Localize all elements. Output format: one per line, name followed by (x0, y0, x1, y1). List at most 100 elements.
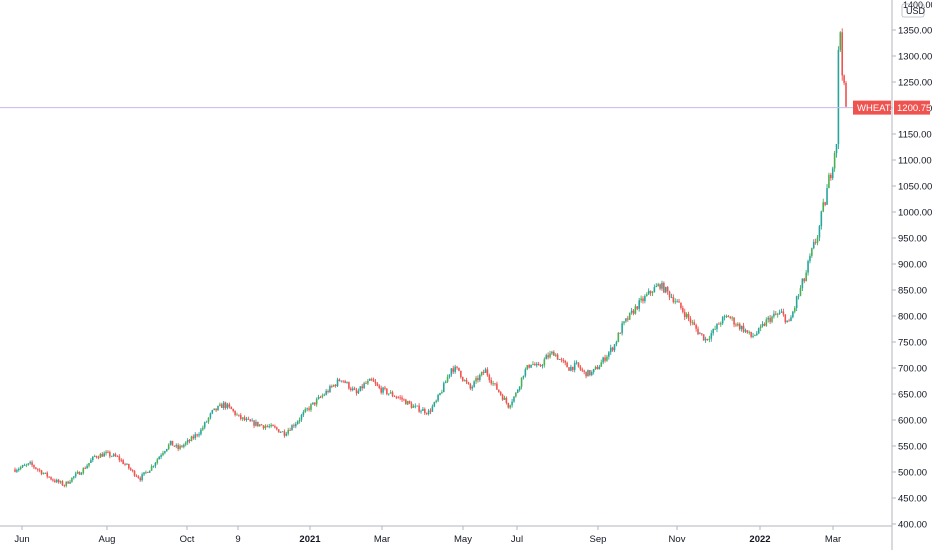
candle-body (221, 404, 223, 408)
candle (585, 371, 587, 379)
candle (405, 398, 407, 405)
candle-body (133, 470, 136, 476)
candle-body (697, 328, 699, 335)
time-tick-label: 9 (235, 534, 240, 545)
candle-body (150, 466, 153, 471)
candle-body (744, 330, 747, 332)
candle-body (27, 463, 30, 465)
candle (110, 455, 113, 458)
candle-body (441, 392, 443, 394)
candle-body (433, 402, 436, 407)
candle (494, 383, 496, 386)
candle (632, 309, 635, 316)
candle-body (818, 226, 821, 238)
candle-body (122, 460, 124, 464)
candle (236, 412, 238, 416)
candle-body (663, 282, 665, 293)
candle (723, 314, 726, 321)
candle (454, 364, 456, 374)
candle (38, 468, 41, 473)
candle-body (272, 424, 274, 427)
candle-body (461, 377, 464, 381)
time-tick-label: Aug (99, 534, 116, 545)
candle (809, 253, 811, 264)
candle (628, 312, 631, 321)
candle-body (158, 456, 160, 460)
candle-body (589, 370, 591, 376)
candle-body (733, 317, 735, 325)
candle-body (234, 410, 236, 415)
candle-body (623, 321, 625, 324)
candle (653, 284, 656, 293)
candle-body (103, 453, 105, 457)
candle (207, 417, 210, 424)
candle (145, 470, 147, 475)
candle-body (482, 371, 485, 373)
candle (412, 404, 415, 408)
candle (112, 453, 115, 457)
price-tick-label: 650.00 (898, 390, 927, 401)
candle-body (327, 391, 329, 393)
candle (482, 369, 485, 376)
candle (241, 417, 244, 422)
candle-body (266, 426, 269, 428)
candle-body (515, 392, 517, 397)
candle-body (522, 375, 525, 378)
candle-body (198, 434, 200, 436)
candle (507, 402, 510, 409)
candle (184, 441, 187, 447)
candle (109, 450, 111, 459)
candle (200, 427, 202, 436)
candle (393, 395, 396, 398)
candle-body (239, 415, 242, 419)
candle-body (317, 397, 320, 400)
candle-body (331, 386, 333, 387)
candle-body (418, 405, 420, 412)
candle (835, 143, 838, 158)
candle (348, 381, 350, 390)
candle (262, 425, 265, 430)
candle-body (332, 384, 335, 387)
candle (323, 393, 326, 397)
candle-body (816, 237, 819, 243)
candle-body (790, 317, 792, 322)
candle-body (767, 317, 770, 320)
candle (645, 292, 648, 297)
candle (568, 366, 570, 371)
candle (331, 384, 333, 389)
candle (674, 298, 677, 305)
candle-body (14, 469, 16, 472)
candle (338, 378, 341, 382)
candle (141, 472, 143, 482)
candle (55, 478, 58, 484)
candle-body (645, 294, 648, 297)
candle (767, 315, 770, 323)
candle (668, 290, 671, 301)
candle-body (302, 412, 305, 416)
candle (801, 278, 804, 292)
candle-body (524, 369, 527, 376)
candle (691, 319, 694, 326)
price-axis[interactable]: 400.00 450.00 500.00 550.00 600.00 650.00 700.… (891, 0, 932, 550)
candle-body (424, 409, 426, 414)
candle-body (253, 420, 255, 426)
candle-body (137, 476, 140, 478)
price-tick-label: 450.00 (898, 494, 927, 505)
candle-body (837, 50, 840, 145)
candle-body (446, 376, 449, 382)
candle (376, 382, 379, 387)
candle-body (687, 313, 690, 319)
candle (558, 358, 561, 361)
candle-body (429, 410, 432, 412)
candle (431, 404, 434, 413)
candle-body (437, 394, 439, 401)
candle (480, 371, 483, 377)
candle-body (444, 381, 447, 384)
candle (285, 431, 288, 437)
time-axis[interactable]: Jun Aug Oct 9 2021 Mar May Jul Sep Nov 2022 Mar (0, 525, 892, 545)
candle-body (689, 318, 692, 323)
candle (702, 334, 705, 341)
candle (560, 357, 563, 363)
candle-body (270, 424, 272, 427)
